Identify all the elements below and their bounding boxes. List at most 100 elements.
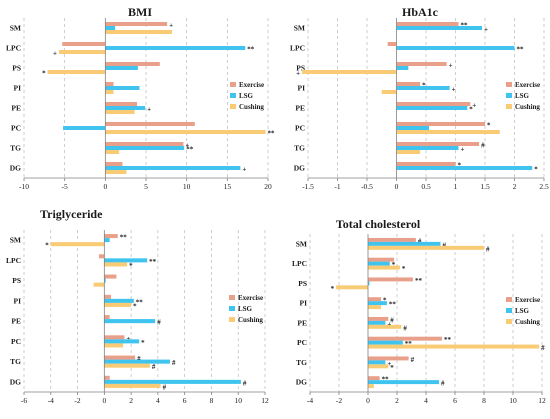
significance-mark: + xyxy=(242,166,246,174)
bar-cushing-lpc xyxy=(104,262,128,267)
significance-mark: + xyxy=(126,335,130,343)
x-tick-label: -0.5 xyxy=(361,182,373,191)
bar-cushing-lpc xyxy=(58,50,106,54)
bar-cushing-pc xyxy=(104,343,124,348)
bar-exercise-pi xyxy=(396,82,421,86)
bar-lsg-tg xyxy=(105,146,185,150)
significance-mark: * xyxy=(392,261,396,269)
category-label-pi: PI xyxy=(298,84,306,93)
bar-lsg-sm xyxy=(368,241,441,246)
category-label-tg: TG xyxy=(10,144,21,153)
x-tick-label: 1.5 xyxy=(480,182,490,191)
chart-title: Total cholesterol xyxy=(336,217,421,231)
bar-exercise-sm xyxy=(368,237,416,242)
category-label-lpc: LPC xyxy=(290,44,305,53)
legend-label-lsg: LSG xyxy=(515,307,530,315)
bar-exercise-lpc xyxy=(98,254,105,259)
significance-mark: # xyxy=(541,344,545,352)
significance-mark: * xyxy=(469,106,473,114)
significance-mark: + xyxy=(387,320,391,328)
x-tick-label: 0 xyxy=(366,396,370,405)
significance-mark: + xyxy=(185,142,189,150)
bar-cushing-pe xyxy=(368,324,402,329)
x-tick-label: 12 xyxy=(538,396,546,405)
x-tick-label: 5 xyxy=(144,182,148,191)
significance-mark: ** xyxy=(186,146,194,154)
bar-cushing-dg xyxy=(105,170,127,174)
x-tick-label: 1 xyxy=(454,182,458,191)
x-tick-label: 8 xyxy=(210,396,214,405)
significance-mark: # xyxy=(411,356,415,364)
bar-lsg-pi xyxy=(105,86,140,90)
legend-swatch-lsg xyxy=(506,93,512,98)
bar-exercise-sm xyxy=(104,234,118,239)
bar-cushing-dg xyxy=(104,383,161,388)
bar-lsg-dg xyxy=(105,166,241,170)
bar-cushing-tg xyxy=(368,364,389,369)
significance-mark: * xyxy=(422,82,426,90)
bar-lsg-pc xyxy=(368,340,403,345)
bar-lsg-tg xyxy=(396,146,459,150)
category-label-dg: DG xyxy=(10,164,21,173)
category-label-sm: SM xyxy=(10,24,21,33)
category-label-pi: PI xyxy=(14,84,22,93)
category-label-lpc: LPC xyxy=(6,256,21,265)
significance-mark: # xyxy=(403,324,407,332)
legend-label-lsg: LSG xyxy=(238,305,253,313)
bar-lsg-sm xyxy=(105,26,116,30)
x-tick-label: -1.5 xyxy=(302,182,314,191)
bar-cushing-pc xyxy=(396,130,500,134)
legend-label-exercise: Exercise xyxy=(515,296,540,304)
legend-label-exercise: Exercise xyxy=(238,294,263,302)
bar-exercise-tg xyxy=(396,142,480,146)
bar-lsg-sm xyxy=(104,238,110,243)
bar-lsg-dg xyxy=(368,380,440,385)
bar-cushing-pc xyxy=(368,344,540,349)
category-label-ps: PS xyxy=(12,64,21,73)
bar-lsg-lpc xyxy=(396,46,515,50)
bar-cushing-tg xyxy=(396,150,421,154)
bar-lsg-ps xyxy=(105,66,138,70)
significance-mark: ** xyxy=(517,46,525,54)
category-label-pc: PC xyxy=(11,337,21,346)
bar-exercise-tg xyxy=(104,355,136,360)
significance-mark: * xyxy=(487,122,491,130)
x-tick-label: 10 xyxy=(509,396,517,405)
bar-exercise-tg xyxy=(368,356,409,361)
significance-mark: + xyxy=(296,70,300,78)
significance-mark: # xyxy=(152,363,156,371)
legend-swatch-exercise xyxy=(230,82,236,87)
bar-cushing-lpc xyxy=(368,265,400,270)
significance-mark: ** xyxy=(415,277,423,285)
x-tick-label: -1 xyxy=(334,182,340,191)
significance-mark: # xyxy=(172,359,176,367)
bar-exercise-pe xyxy=(104,315,110,320)
category-label-pc: PC xyxy=(297,338,307,347)
significance-mark: + xyxy=(387,360,391,368)
bar-exercise-lpc xyxy=(387,42,397,46)
x-tick-label: 0 xyxy=(395,182,399,191)
legend-label-cushing: Cushing xyxy=(515,103,540,111)
significance-mark: ** xyxy=(149,258,157,266)
bar-lsg-tg xyxy=(104,359,170,364)
bar-exercise-dg xyxy=(104,375,110,380)
bar-exercise-sm xyxy=(396,22,459,26)
bar-lsg-pe xyxy=(368,320,386,325)
significance-mark: ** xyxy=(389,301,397,309)
significance-mark: * xyxy=(331,285,335,293)
significance-mark: ** xyxy=(136,298,144,306)
bar-exercise-pc xyxy=(368,336,442,341)
bar-cushing-tg xyxy=(105,150,120,154)
category-label-pc: PC xyxy=(11,124,21,133)
bar-cushing-dg xyxy=(368,384,374,389)
bar-cushing-ps xyxy=(336,285,368,290)
significance-mark: * xyxy=(141,339,145,347)
x-tick-label: -4 xyxy=(48,396,54,405)
bar-lsg-pc xyxy=(104,339,140,344)
legend-swatch-cushing xyxy=(230,104,236,109)
x-tick-label: 4 xyxy=(424,396,428,405)
significance-mark: ** xyxy=(405,340,413,348)
significance-mark: ** xyxy=(382,376,390,384)
